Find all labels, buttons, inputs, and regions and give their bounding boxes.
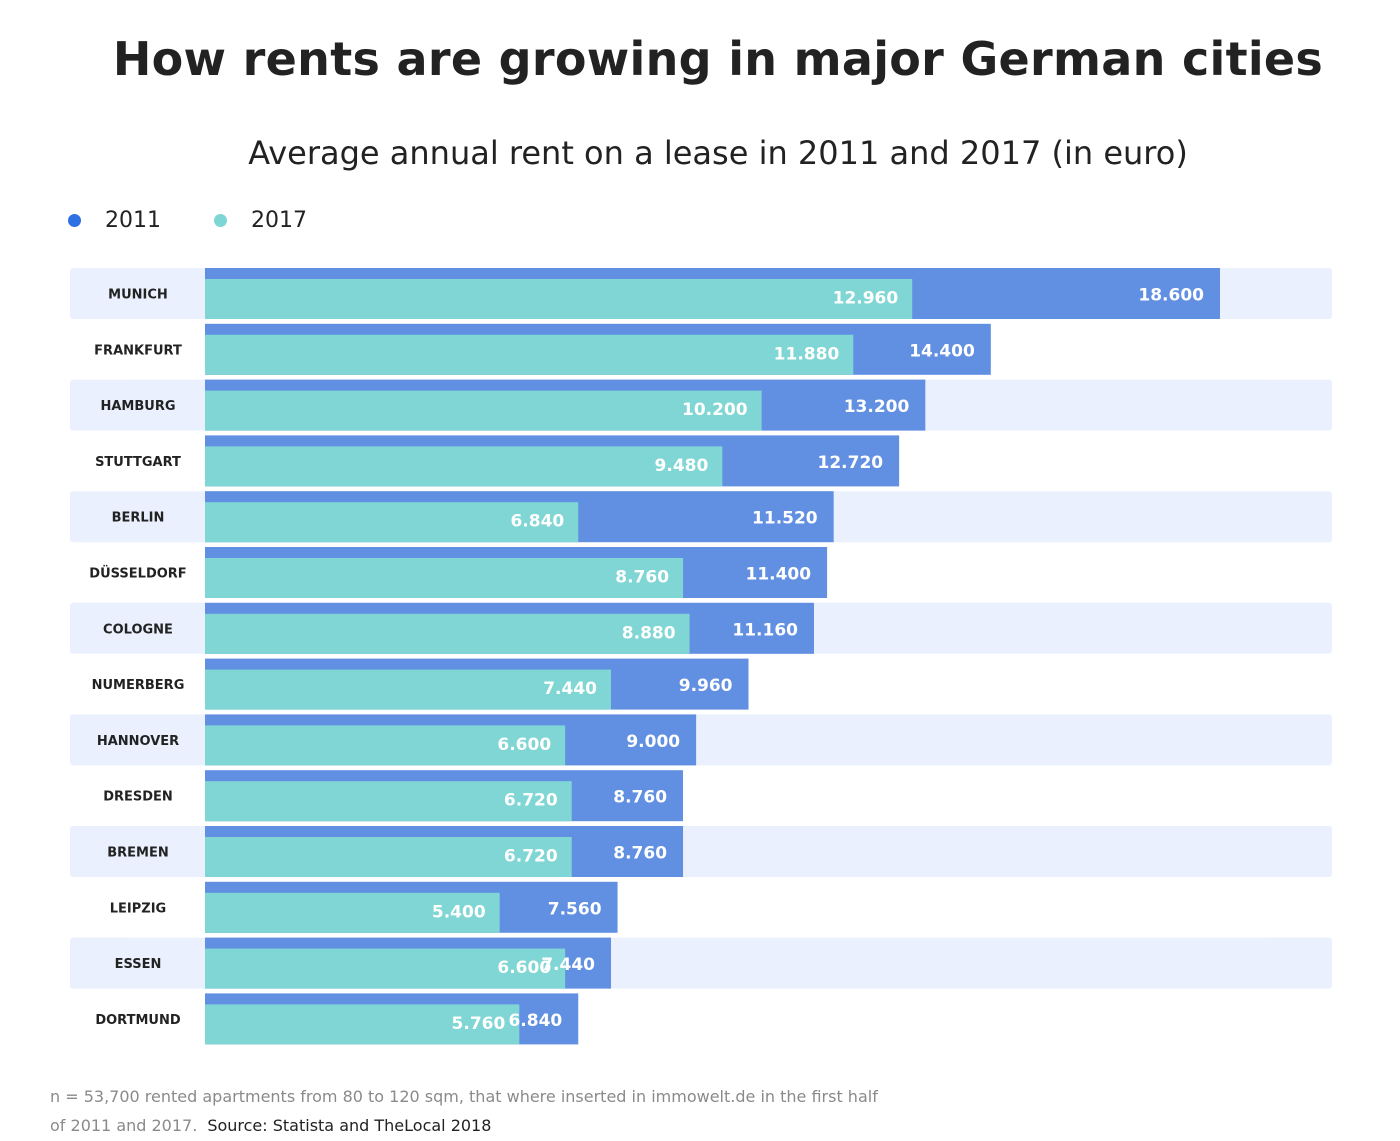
data-label-2017: 7.440 [543, 679, 597, 699]
data-label-2011: 8.760 [613, 844, 667, 864]
data-label-2017: 5.760 [452, 1014, 506, 1034]
data-label-2011: 18.600 [1138, 286, 1204, 306]
data-label-2017: 5.400 [432, 902, 486, 922]
data-label-2017: 6.720 [504, 847, 558, 867]
data-label-2011: 9.000 [626, 732, 680, 752]
data-label-2017: 9.480 [655, 456, 709, 476]
data-label-2017: 12.960 [833, 289, 899, 309]
data-label-2011: 6.840 [508, 1011, 562, 1031]
legend-dot-2011 [68, 214, 81, 227]
category-label: LEIPZIG [110, 901, 166, 916]
category-label: HAMBURG [100, 399, 175, 414]
data-label-2017: 6.600 [497, 958, 551, 978]
legend-label: 2017 [251, 208, 307, 233]
bar-2017 [205, 502, 579, 543]
data-label-2017: 10.200 [682, 400, 748, 420]
data-label-2011: 7.440 [541, 955, 595, 975]
bar-2017 [205, 725, 566, 766]
data-label-2011: 8.760 [613, 788, 667, 808]
bar-2017 [205, 892, 500, 933]
bar-2017 [205, 558, 684, 598]
chart-subtitle: Average annual rent on a lease in 2011 a… [248, 134, 1188, 172]
data-label-2011: 11.520 [752, 509, 818, 529]
chart-title: How rents are growing in major German ci… [112, 32, 1324, 86]
legend-label: 2011 [105, 208, 161, 233]
bar-2017 [205, 446, 723, 487]
category-label: BERLIN [112, 511, 165, 526]
data-label-2017: 6.840 [510, 512, 564, 532]
data-label-2017: 8.760 [615, 568, 669, 588]
legend-dot-2017 [214, 214, 227, 227]
bar-2017 [205, 1004, 520, 1045]
legend-item-2017: 2017 [214, 208, 307, 233]
category-label: STUTTGART [95, 455, 181, 470]
bar-2017 [205, 781, 572, 822]
footnote-text: n = 53,700 rented apartments from 80 to … [50, 1087, 878, 1135]
category-label: DORTMUND [95, 1013, 181, 1028]
data-label-2011: 9.960 [679, 676, 733, 696]
bar-2017 [205, 334, 854, 375]
category-label: BREMEN [107, 846, 169, 861]
source-text: Source: Statista and TheLocal 2018 [207, 1116, 492, 1135]
bar-2017 [205, 669, 611, 710]
bar-2017 [205, 390, 762, 431]
category-label: DÜSSELDORF [89, 566, 186, 582]
bar-2017 [205, 948, 566, 989]
data-label-2017: 8.880 [622, 623, 676, 643]
legend-item-2011: 2011 [68, 208, 161, 233]
data-label-2011: 13.200 [844, 397, 910, 417]
data-label-2011: 11.160 [732, 620, 798, 640]
category-label: FRANKFURT [94, 343, 182, 358]
data-label-2017: 6.600 [497, 735, 551, 755]
data-label-2017: 6.720 [504, 791, 558, 811]
category-label: MUNICH [108, 288, 168, 303]
category-label: NUMERBERG [92, 678, 185, 693]
data-label-2011: 12.720 [818, 453, 884, 473]
footnote: n = 53,700 rented apartments from 80 to … [50, 1082, 890, 1140]
data-label-2011: 7.560 [548, 899, 602, 919]
category-label: DRESDEN [103, 790, 173, 805]
category-label: COLOGNE [103, 622, 173, 637]
category-label: ESSEN [115, 957, 162, 972]
bar-2017 [205, 613, 690, 654]
bar-2017 [205, 279, 913, 319]
data-label-2017: 11.880 [774, 344, 840, 364]
category-label: HANNOVER [97, 734, 179, 749]
bar-2017 [205, 837, 572, 877]
data-label-2011: 14.400 [909, 341, 975, 361]
data-label-2011: 11.400 [745, 565, 811, 585]
